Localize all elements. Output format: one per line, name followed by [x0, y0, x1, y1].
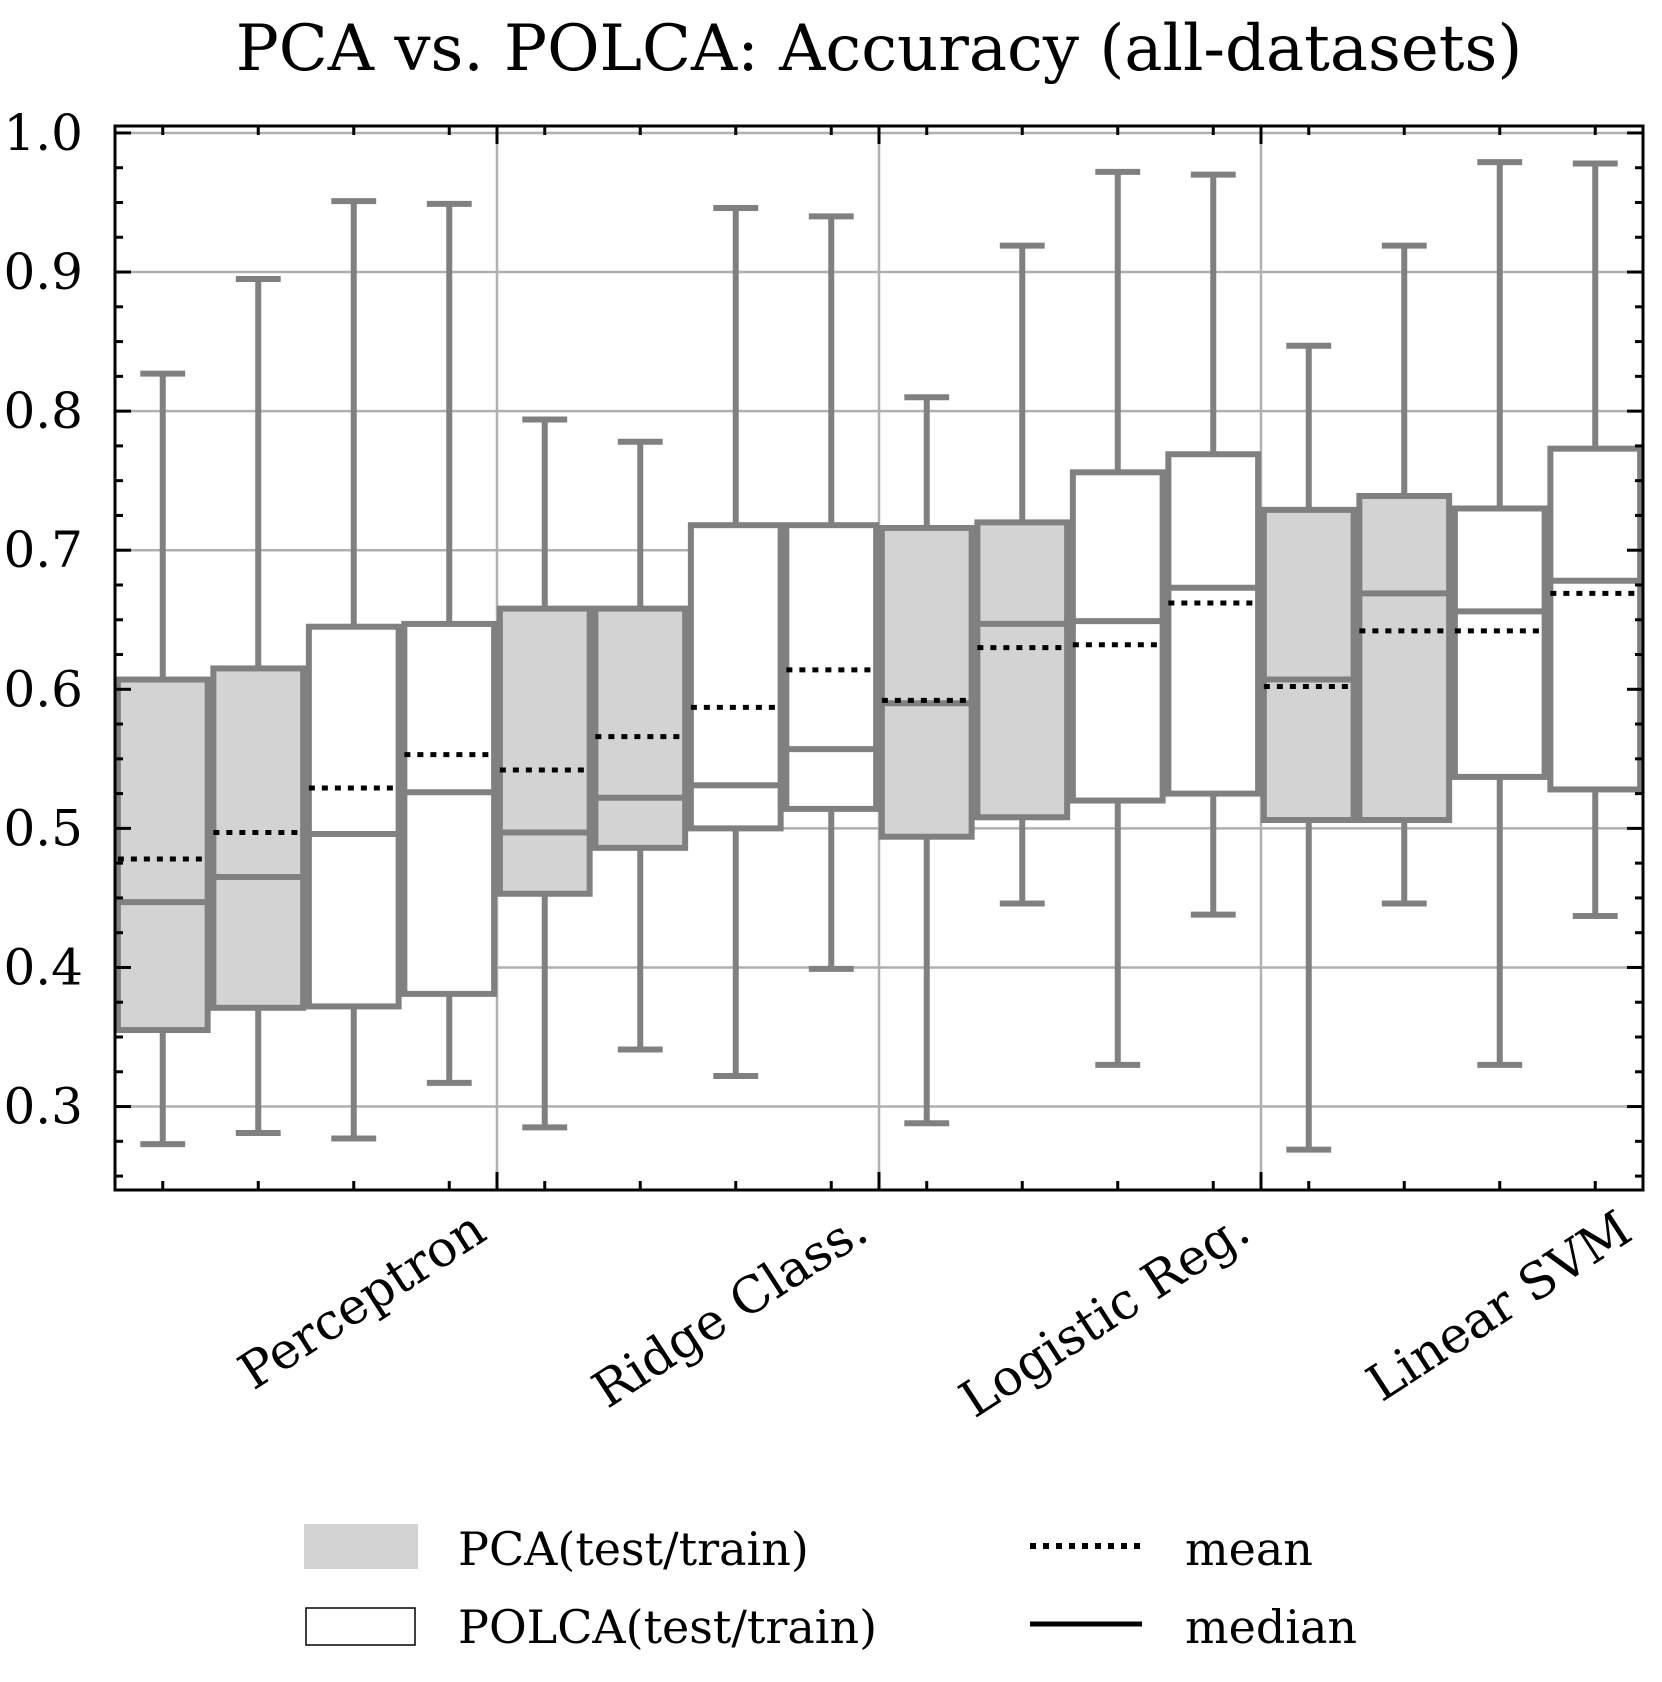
box-iqr: [401, 620, 498, 997]
box-PCA(train)-Linear SVM: [1356, 242, 1453, 907]
box-iqr: [783, 522, 880, 812]
box-iqr: [592, 605, 689, 851]
box-iqr: [1069, 469, 1166, 804]
x-category-label: Logistic Reg.: [949, 1199, 1259, 1429]
x-category-label: Linear SVM: [1357, 1199, 1642, 1412]
legend-label-mean: mean: [1185, 1522, 1313, 1576]
box-iqr: [496, 605, 593, 897]
legend-swatch-pca: [304, 1524, 418, 1569]
box-POLCA(train)-Linear SVM: [1547, 160, 1644, 920]
y-tick-label: 1.0: [3, 104, 83, 162]
x-category-label: Perceptron: [228, 1199, 495, 1401]
box-series: [114, 159, 1644, 1153]
box-PCA(train)-Perceptron: [210, 275, 307, 1136]
y-tick-label: 0.6: [3, 660, 83, 718]
legend-label-median: median: [1185, 1600, 1357, 1654]
box-iqr: [1356, 492, 1453, 824]
box-PCA(train)-Ridge Class.: [592, 438, 689, 1053]
box-PCA(test)-Logistic Reg.: [878, 394, 975, 1127]
box-PCA(test)-Ridge Class.: [496, 416, 593, 1131]
legend-swatch-polca: [305, 1607, 416, 1646]
box-iqr: [1165, 451, 1262, 797]
box-POLCA(test)-Logistic Reg.: [1069, 168, 1166, 1068]
box-POLCA(train)-Perceptron: [401, 200, 498, 1086]
y-tick-label: 0.9: [3, 243, 83, 301]
box-iqr: [878, 524, 975, 840]
y-tick-label: 0.4: [3, 938, 83, 996]
x-category-label: Ridge Class.: [582, 1199, 877, 1419]
box-POLCA(test)-Ridge Class.: [687, 205, 784, 1079]
chart-title: PCA vs. POLCA: Accuracy (all-datasets): [236, 12, 1523, 86]
box-iqr: [305, 623, 402, 1010]
box-iqr: [210, 665, 307, 1011]
y-tick-label: 0.5: [3, 799, 83, 857]
box-iqr: [974, 519, 1071, 821]
y-tick-label: 0.8: [3, 382, 83, 440]
y-tick-label: 0.3: [3, 1078, 83, 1136]
box-POLCA(test)-Perceptron: [305, 198, 402, 1142]
y-tick-label: 0.7: [3, 521, 83, 579]
legend: PCA(test/train) POLCA(test/train) mean m…: [304, 1522, 1357, 1654]
box-iqr: [1547, 445, 1644, 793]
box-PCA(train)-Logistic Reg.: [974, 242, 1071, 907]
box-PCA(test)-Linear SVM: [1260, 342, 1357, 1153]
box-iqr: [1451, 505, 1548, 780]
legend-label-polca: POLCA(test/train): [458, 1600, 877, 1654]
box-PCA(test)-Perceptron: [114, 370, 211, 1148]
box-iqr: [1260, 506, 1357, 824]
box-POLCA(train)-Ridge Class.: [783, 213, 880, 972]
box-iqr: [687, 522, 784, 832]
legend-label-pca: PCA(test/train): [458, 1522, 809, 1576]
box-iqr: [114, 676, 211, 1034]
box-POLCA(train)-Logistic Reg.: [1165, 171, 1262, 918]
box-POLCA(test)-Linear SVM: [1451, 159, 1548, 1068]
